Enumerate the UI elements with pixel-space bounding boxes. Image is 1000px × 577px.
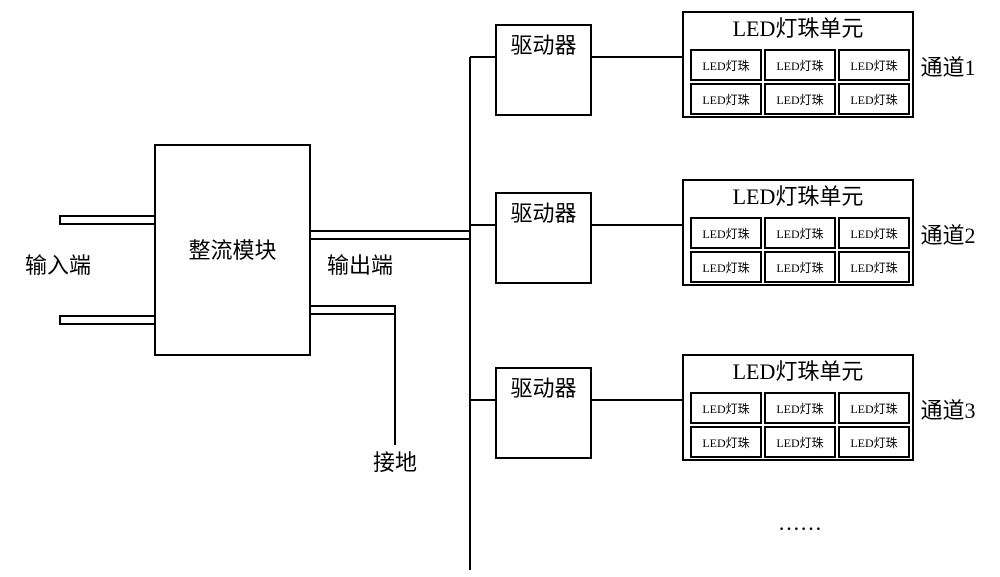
rectifier-label: 整流模块 — [188, 238, 276, 263]
input-wire-1 — [60, 316, 155, 324]
led-bead-label: LED灯珠 — [702, 93, 749, 107]
channel-label-1: 通道1 — [920, 55, 975, 80]
input-label: 输入端 — [25, 253, 91, 278]
ground-wire-h — [310, 306, 395, 314]
led-bead-label: LED灯珠 — [776, 93, 823, 107]
led-bead-label: LED灯珠 — [702, 59, 749, 73]
led-bead-label: LED灯珠 — [776, 436, 823, 450]
channel-label-2: 通道2 — [920, 223, 975, 248]
driver-label-2: 驱动器 — [510, 201, 576, 226]
led-unit-title-2: LED灯珠单元 — [733, 184, 864, 209]
led-bead-label: LED灯珠 — [850, 436, 897, 450]
led-bead-label: LED灯珠 — [850, 227, 897, 241]
ground-label: 接地 — [373, 450, 417, 475]
led-bead-label: LED灯珠 — [776, 261, 823, 275]
led-bead-label: LED灯珠 — [776, 227, 823, 241]
ellipsis-label: …… — [778, 510, 822, 535]
led-bead-label: LED灯珠 — [776, 402, 823, 416]
led-bead-label: LED灯珠 — [850, 402, 897, 416]
led-unit-title-1: LED灯珠单元 — [733, 16, 864, 41]
led-bead-label: LED灯珠 — [702, 227, 749, 241]
led-bead-label: LED灯珠 — [850, 59, 897, 73]
channel-label-3: 通道3 — [920, 398, 975, 423]
input-wire-0 — [60, 216, 155, 224]
led-unit-title-3: LED灯珠单元 — [733, 359, 864, 384]
driver-label-3: 驱动器 — [510, 376, 576, 401]
output-label: 输出端 — [327, 253, 393, 278]
output-wire — [310, 231, 470, 239]
led-bead-label: LED灯珠 — [702, 402, 749, 416]
led-bead-label: LED灯珠 — [850, 261, 897, 275]
led-bead-label: LED灯珠 — [702, 436, 749, 450]
led-bead-label: LED灯珠 — [850, 93, 897, 107]
driver-label-1: 驱动器 — [510, 33, 576, 58]
led-bead-label: LED灯珠 — [702, 261, 749, 275]
led-bead-label: LED灯珠 — [776, 59, 823, 73]
